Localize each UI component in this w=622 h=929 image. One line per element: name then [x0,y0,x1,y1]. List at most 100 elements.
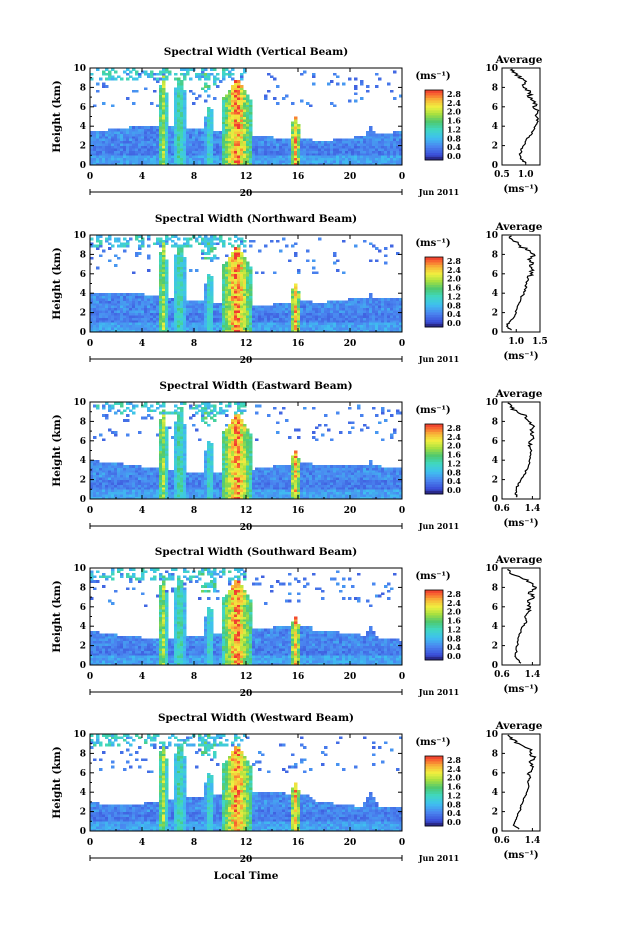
heatmap-cell [291,305,295,309]
heatmap-cell [264,148,268,151]
heatmap-cell [93,152,97,156]
heatmap-cell [342,239,346,243]
heatmap-cell [396,310,400,313]
heatmap-cell [393,145,397,149]
heatmap-cell [390,324,394,328]
heatmap-cell [384,150,388,154]
heatmap-cell [180,305,184,309]
heatmap-cell [99,322,103,326]
heatmap-cell [234,152,238,156]
heatmap-cell [267,143,271,146]
y-tick-label: 0 [80,161,86,171]
heatmap-cell [180,482,184,485]
heatmap-cell [252,155,256,159]
heatmap-cell [114,324,118,328]
heatmap-cell [147,72,151,76]
heatmap-cell [180,489,184,493]
colorbar-unit: (ms⁻¹) [415,238,450,249]
heatmap-cell [210,477,214,480]
heatmap-cell [150,469,154,473]
heatmap-cell [135,324,139,328]
heatmap-cell [231,327,235,330]
heatmap-cell [195,133,199,137]
heatmap-cell [249,305,253,309]
heatmap-cell [177,135,181,139]
heatmap-cell [234,285,238,289]
heatmap-cell [321,148,325,151]
heatmap-cell [105,496,109,500]
heatmap-cell [303,145,307,149]
avg-x-tick-label: 1.0 [518,170,534,180]
heatmap-cell [210,295,214,299]
heatmap-cell [267,317,271,321]
heatmap-cell [132,298,136,301]
heatmap-cell [240,104,244,108]
heatmap-cell [327,312,331,316]
heatmap-cell [177,157,181,161]
heatmap-cell [138,160,142,163]
heatmap-cell [210,160,214,163]
heatmap-cell [294,143,298,146]
heatmap-cell [183,128,187,132]
heatmap-cell [309,324,313,328]
heatmap-cell [147,482,151,485]
y-tick-label: 2 [80,142,86,152]
heatmap-cell [198,322,202,326]
heatmap-cell [249,268,253,272]
heatmap-cell [189,315,193,318]
heatmap-cell [393,157,397,161]
heatmap-cell [99,145,103,149]
heatmap-cell [333,251,337,255]
heatmap-cell [261,140,265,144]
heatmap-cell [174,148,178,151]
heatmap-cell [327,157,331,161]
heatmap-cell [114,305,118,309]
heatmap-cell [237,256,241,260]
heatmap-cell [258,143,262,146]
heatmap-cell [300,300,304,304]
heatmap-cell [96,305,100,309]
heatmap-cell [177,249,181,253]
heatmap-cell [144,310,148,313]
heatmap-cell [135,329,139,333]
heatmap-cell [183,448,187,451]
heatmap-cell [147,256,151,260]
colorbar-swatch [425,157,443,160]
heatmap-cell [156,319,160,323]
heatmap-cell [183,242,187,246]
heatmap-cell [129,307,133,311]
heatmap-cell [288,319,292,323]
heatmap-cell [174,409,178,413]
heatmap-cell [345,145,349,149]
heatmap-cell [312,329,316,333]
heatmap-cell [387,327,391,330]
heatmap-cell [135,300,139,304]
heatmap-cell [348,143,352,146]
heatmap-cell [291,148,295,151]
heatmap-cell [249,319,253,323]
heatmap-cell [93,310,97,313]
heatmap-cell [285,329,289,333]
heatmap-cell [282,317,286,321]
heatmap-cell [204,290,208,294]
heatmap-cell [177,283,181,287]
colorbar-swatch [425,127,443,131]
heatmap-cell [162,264,166,267]
heatmap-cell [222,268,226,272]
heatmap-cell [153,329,157,333]
heatmap-cell [102,302,106,306]
heatmap-cell [126,305,130,309]
heatmap-cell [117,402,121,405]
heatmap-cell [102,295,106,299]
heatmap-cell [126,465,130,468]
heatmap-cell [192,135,196,139]
heatmap-cell [159,84,163,88]
heatmap-cell [357,298,361,301]
heatmap-cell [162,315,166,318]
heatmap-cell [165,295,169,299]
heatmap-cell [198,409,202,413]
heatmap-cell [222,273,226,277]
heatmap-cell [210,404,214,408]
heatmap-cell [180,131,184,134]
heatmap-cell [111,77,115,81]
